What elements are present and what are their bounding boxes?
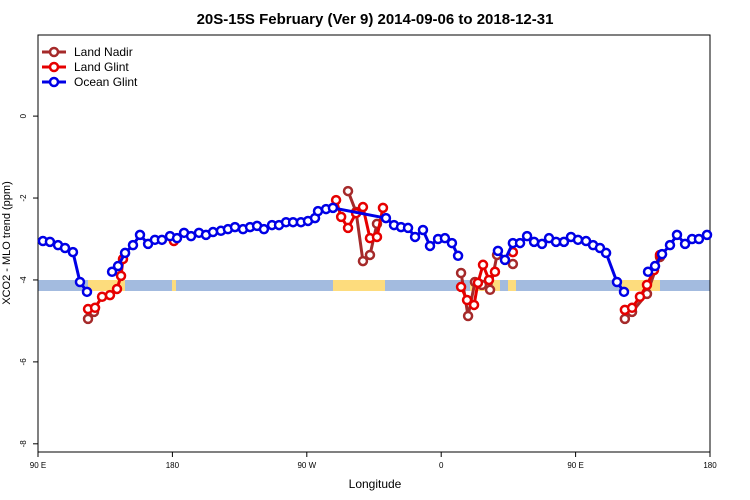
point: [656, 248, 668, 260]
point: [327, 202, 339, 214]
land-band: [508, 280, 516, 291]
point: [446, 237, 458, 249]
y-tick-label: -2: [19, 194, 28, 202]
point: [701, 229, 713, 241]
point: [44, 236, 56, 248]
point: [462, 310, 474, 322]
point: [536, 238, 548, 250]
point: [642, 266, 654, 278]
legend-label: Land Glint: [74, 60, 129, 74]
y-tick-label: 0: [19, 113, 28, 118]
legend-marker: [48, 76, 60, 88]
x-tick-label: 90 W: [297, 461, 316, 470]
point: [641, 279, 653, 291]
point: [455, 267, 467, 279]
point: [600, 247, 612, 259]
x-tick-label: 180: [703, 461, 717, 470]
point: [357, 201, 369, 213]
y-tick-label: -8: [19, 440, 28, 448]
point: [67, 246, 79, 258]
point: [115, 270, 127, 282]
point: [156, 234, 168, 246]
point: [611, 276, 623, 288]
point: [618, 286, 630, 298]
x-axis-label: Longitude: [349, 477, 402, 491]
point: [81, 286, 93, 298]
point: [119, 247, 131, 259]
point: [89, 302, 101, 314]
point: [572, 234, 584, 246]
point: [489, 266, 501, 278]
point: [492, 245, 504, 257]
point: [417, 224, 429, 236]
x-tick-label: 90 E: [30, 461, 46, 470]
point: [342, 222, 354, 234]
point: [134, 229, 146, 241]
point: [171, 232, 183, 244]
point: [693, 233, 705, 245]
legend-label: Ocean Glint: [74, 75, 138, 89]
y-axis-label: XCO2 - MLO trend (ppm): [1, 181, 13, 304]
land-band: [88, 280, 125, 291]
point: [409, 231, 421, 243]
point: [342, 185, 354, 197]
point: [461, 294, 473, 306]
land-band: [172, 280, 176, 291]
point: [424, 240, 436, 252]
legend-marker: [48, 46, 60, 58]
plot-frame: [37, 34, 711, 453]
point: [371, 231, 383, 243]
point: [521, 230, 533, 242]
point: [127, 239, 139, 251]
point: [112, 260, 124, 272]
x-tick-label: 180: [166, 461, 180, 470]
point: [380, 212, 392, 224]
point: [477, 259, 489, 271]
point: [664, 239, 676, 251]
point: [104, 289, 116, 301]
point: [499, 254, 511, 266]
point: [649, 260, 661, 272]
point: [312, 205, 324, 217]
point: [439, 232, 451, 244]
land-band: [333, 280, 385, 291]
x-tick-label: 0: [439, 461, 444, 470]
x-tick-label: 90 E: [567, 461, 583, 470]
point: [82, 313, 94, 325]
point: [59, 242, 71, 254]
point: [484, 284, 496, 296]
point: [258, 223, 270, 235]
point: [507, 258, 519, 270]
point: [558, 236, 570, 248]
point: [619, 313, 631, 325]
y-tick-label: -4: [19, 276, 28, 284]
point: [111, 283, 123, 295]
y-tick-label: -6: [19, 358, 28, 366]
legend-label: Land Nadir: [74, 45, 133, 59]
point: [335, 211, 347, 223]
point: [455, 281, 467, 293]
chart-title: 20S-15S February (Ver 9) 2014-09-06 to 2…: [197, 11, 554, 28]
legend-marker: [48, 61, 60, 73]
point: [483, 274, 495, 286]
point: [106, 266, 118, 278]
point: [364, 249, 376, 261]
point: [74, 276, 86, 288]
point: [514, 237, 526, 249]
point: [679, 238, 691, 250]
point: [357, 255, 369, 267]
surface-band: [38, 280, 710, 291]
point: [229, 221, 241, 233]
point: [452, 250, 464, 262]
point: [207, 226, 219, 238]
point: [671, 229, 683, 241]
point: [626, 302, 638, 314]
point: [468, 299, 480, 311]
land-band: [622, 280, 660, 291]
point: [402, 222, 414, 234]
point: [472, 277, 484, 289]
point: [377, 202, 389, 214]
point: [634, 291, 646, 303]
